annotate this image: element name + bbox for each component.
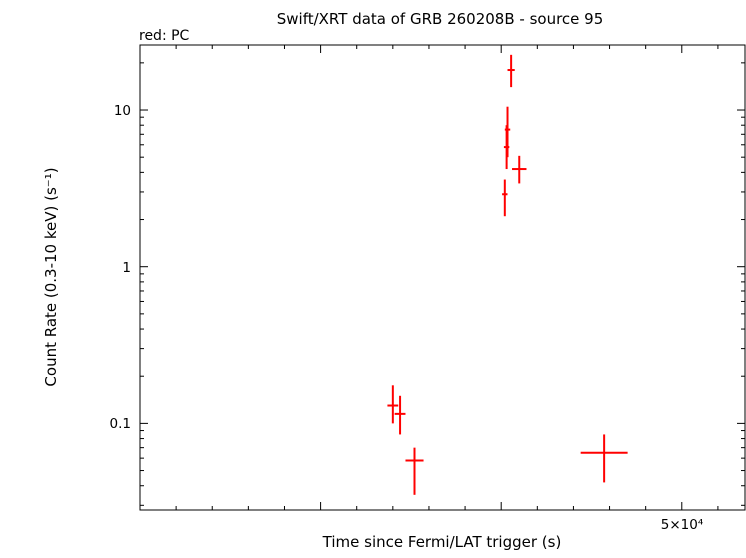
y-tick-label-1: 1	[122, 260, 131, 276]
data-point	[580, 434, 628, 483]
data-series-pc	[387, 54, 628, 495]
y-axis-label: Count Rate (0.3-10 keV) (s⁻¹)	[42, 167, 60, 386]
x-tick-label-5e4: 5×10⁴	[661, 517, 704, 533]
axis-ticks	[140, 45, 745, 510]
chart-title: Swift/XRT data of GRB 260208B - source 9…	[277, 10, 604, 28]
y-tick-label-10: 10	[114, 103, 131, 119]
data-point	[507, 54, 515, 88]
mode-label: red: PC	[139, 28, 190, 44]
data-point	[394, 395, 406, 435]
frame-rect	[139, 44, 746, 511]
x-axis-label: Time since Fermi/LAT trigger (s)	[322, 533, 562, 551]
data-point	[405, 447, 424, 495]
data-point	[387, 385, 399, 424]
y-tick-label-0p1: 0.1	[110, 416, 131, 432]
plot-frame	[139, 44, 746, 511]
data-point	[512, 155, 527, 184]
data-point	[504, 106, 511, 158]
data-point	[502, 179, 508, 217]
